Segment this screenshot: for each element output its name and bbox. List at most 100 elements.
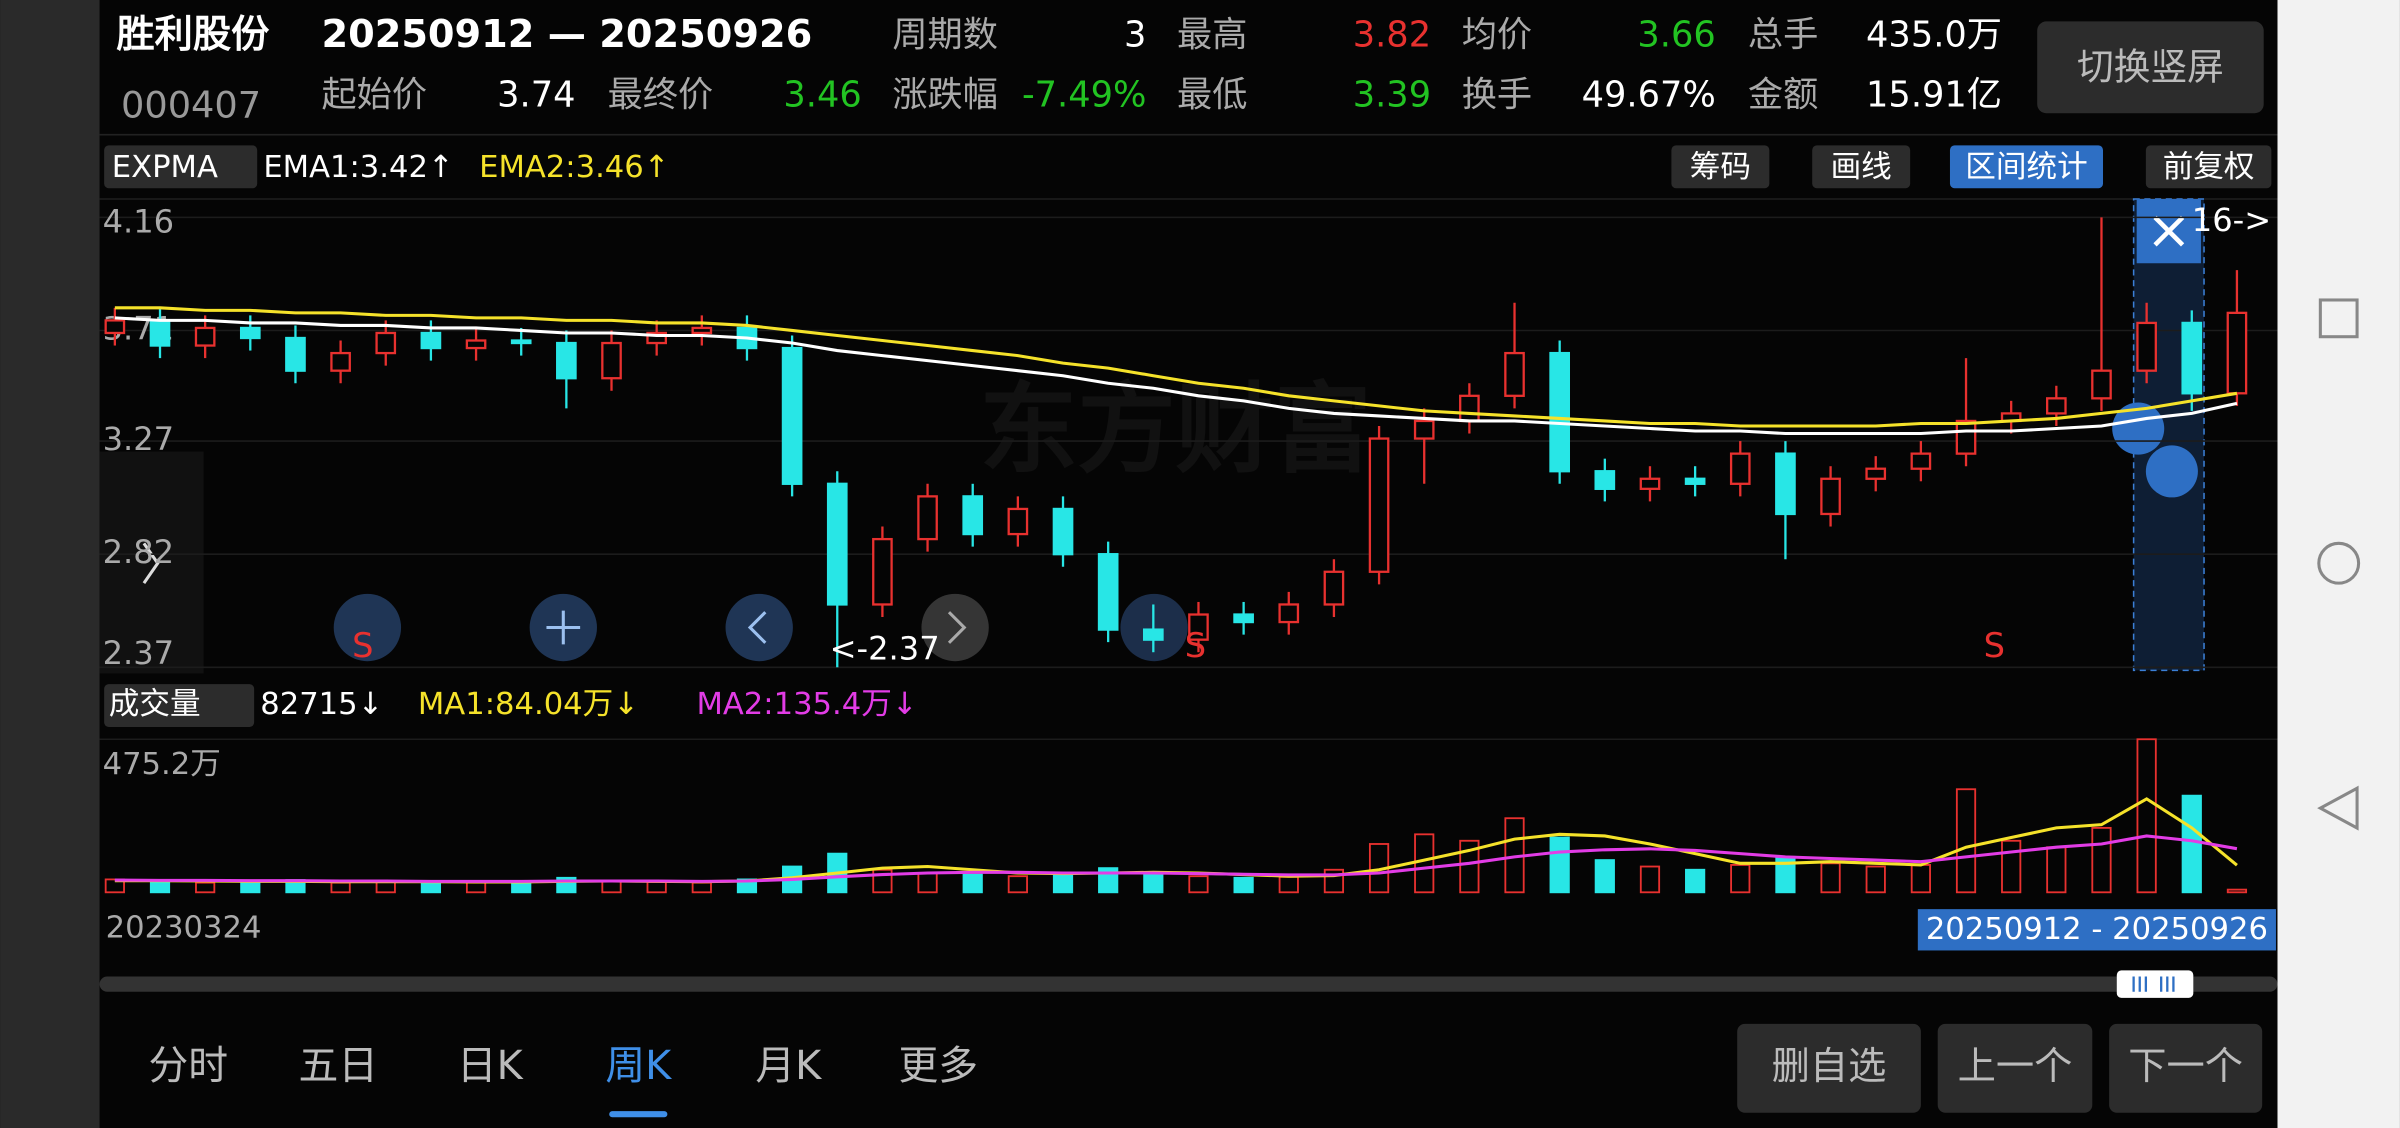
volume-bar (1233, 876, 1254, 894)
menu-button[interactable] (333, 593, 402, 662)
candle-body (1323, 570, 1345, 606)
candle-body (1684, 477, 1706, 485)
close-icon (2153, 215, 2185, 247)
candle-body (330, 351, 351, 372)
volume-bar (1414, 833, 1435, 894)
candle-body (510, 339, 532, 345)
stat-value: 49.67% (1582, 74, 1716, 115)
period-tab[interactable]: 日K (457, 1043, 524, 1089)
volume-bar (240, 881, 261, 894)
volume-bar (1730, 864, 1751, 894)
candle-body (1097, 553, 1119, 631)
toolbar-button[interactable] (1949, 145, 2104, 189)
toolbar-label: 筹码 (1690, 150, 1751, 185)
volume-bar (2091, 826, 2112, 894)
volume-select[interactable] (104, 684, 255, 728)
y-tick-label: 3.27 (103, 420, 175, 458)
candle-body (104, 319, 126, 335)
candle-body (149, 319, 171, 347)
candle-body (1955, 419, 1977, 455)
candle-body (2091, 369, 2112, 400)
candle-body (375, 331, 397, 355)
period-tab[interactable]: 月K (755, 1043, 822, 1089)
side-toggle[interactable] (99, 451, 204, 674)
date-range: 20250912 — 20250926 (321, 12, 812, 57)
volume-bar (917, 872, 938, 894)
nav-back[interactable] (2317, 785, 2359, 831)
ema2-legend: EMA2:3.46↑ (479, 150, 669, 185)
ema-line (114, 306, 2238, 428)
volume-bar (962, 873, 983, 894)
candle-body (826, 482, 848, 606)
stat-label: 总手 (1748, 15, 1818, 56)
period-tab[interactable]: 更多 (898, 1043, 978, 1089)
candle-body (1775, 452, 1796, 516)
volume-bar (691, 881, 712, 894)
s-marker: S (1984, 626, 2005, 665)
watermark: 东方财富 (980, 373, 1372, 487)
candle-body (1729, 452, 1751, 485)
volume-bar (1955, 788, 1977, 894)
volume-bar (1459, 839, 1480, 894)
stat-label: 起始价 (321, 74, 427, 115)
candle-body (962, 495, 984, 536)
selection-label: 20250912 - 20250926 (1926, 912, 2268, 947)
volume-bar (195, 881, 216, 894)
candle-body (1188, 613, 1209, 641)
volume-bar (2046, 846, 2067, 894)
selection-label-bg (1917, 909, 2276, 951)
stat-value: 3.74 (497, 74, 575, 115)
candle-body (646, 331, 667, 345)
candle-body (781, 346, 803, 485)
next-button[interactable] (921, 593, 989, 662)
stat-label: 最终价 (608, 74, 714, 115)
stat-label: 最高 (1177, 15, 1247, 56)
toolbar-button[interactable] (2145, 145, 2272, 189)
s-marker: S (1185, 626, 1206, 665)
action-button[interactable] (1937, 1023, 2093, 1113)
stat-label: 涨跌幅 (892, 74, 998, 115)
scroll-thumb[interactable] (2116, 970, 2194, 998)
period-tab[interactable]: 周K (605, 1043, 672, 1089)
nav-home[interactable] (2317, 541, 2361, 585)
y-tick-label: 2.37 (103, 634, 175, 672)
action-label: 上一个 (1958, 1044, 2073, 1089)
toolbar-label: 画线 (1831, 150, 1892, 185)
indicator-select[interactable] (104, 145, 258, 189)
y-tick-label: 2.82 (103, 533, 175, 571)
nav-bar (2277, 0, 2400, 1128)
volume-bar (330, 881, 351, 894)
candle-body (1368, 437, 1390, 573)
volume-bar (1549, 836, 1570, 894)
switch-button[interactable] (2037, 21, 2264, 114)
volume-bar (2136, 738, 2157, 894)
candle-body (1278, 603, 1300, 624)
drag-handle[interactable] (2145, 445, 2198, 498)
stat-value: 3.82 (1353, 15, 1431, 56)
ma1-legend: MA1:84.04万↓ (418, 687, 639, 722)
left-icon (747, 611, 767, 644)
candle-body (1549, 351, 1571, 473)
volume-bar (601, 880, 622, 894)
scroll-track[interactable] (99, 976, 2278, 992)
volume-bar (646, 881, 667, 894)
stat-value: -7.49% (1022, 74, 1146, 115)
toolbar-button[interactable] (1671, 145, 1770, 189)
stat-value: 15.91亿 (1866, 74, 2002, 115)
volume-bar (1278, 875, 1299, 894)
candle-body (1413, 419, 1435, 440)
candle-body (1639, 477, 1661, 490)
ma2-legend: MA2:135.4万↓ (696, 687, 917, 722)
action-button[interactable] (2109, 1023, 2263, 1113)
nav-recent[interactable] (2318, 298, 2359, 339)
prev-button[interactable] (725, 593, 793, 662)
volume-bar (1052, 872, 1074, 894)
toolbar-button[interactable] (1812, 145, 1911, 189)
candle-body (2046, 397, 2067, 415)
action-button[interactable] (1737, 1023, 1921, 1113)
period-tab[interactable]: 分时 (149, 1043, 229, 1089)
s-marker: S (352, 626, 373, 665)
candle-body (285, 336, 306, 372)
period-tab[interactable]: 五日 (299, 1043, 379, 1089)
